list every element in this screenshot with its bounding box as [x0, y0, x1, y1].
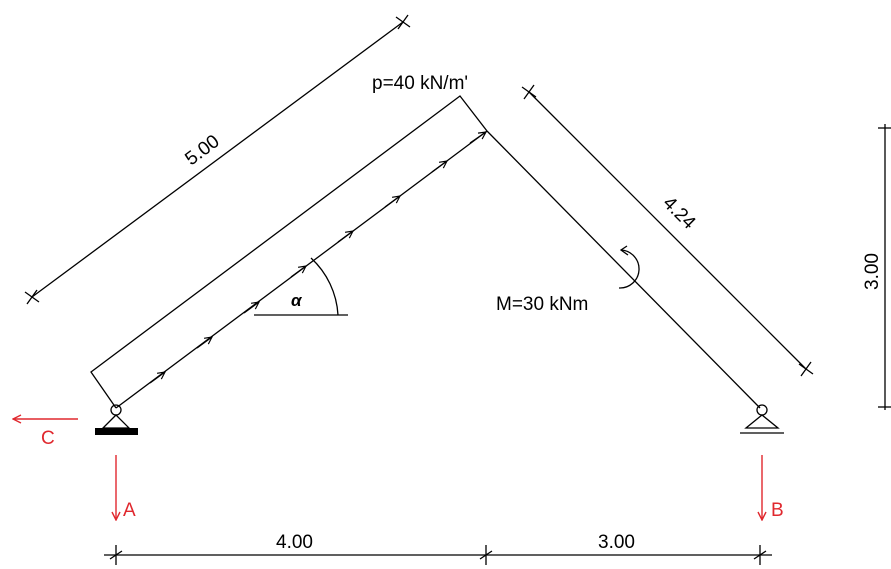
reaction-label-C: C	[41, 428, 55, 449]
angle-label: α	[291, 291, 303, 310]
support-roller-right	[740, 404, 784, 434]
moment-arc	[618, 249, 640, 289]
load-arrow	[337, 231, 353, 243]
dimension-label-height: 3.00	[862, 253, 883, 290]
dimension-spans	[104, 545, 772, 565]
dimension-height	[878, 124, 891, 410]
support-fixed-pin-left	[95, 404, 138, 435]
dimension-label-span-left: 4.00	[276, 532, 313, 553]
tick-mark	[109, 545, 123, 565]
pin-circle	[756, 404, 768, 416]
reaction-label-B: B	[771, 500, 784, 521]
dimension-line	[31, 21, 404, 298]
tick-mark	[521, 84, 537, 100]
moment-symbol	[618, 245, 640, 289]
load-direction-arrows	[149, 132, 486, 384]
tick-mark	[798, 361, 814, 377]
tick-mark	[479, 545, 493, 565]
dimension-label-span-right: 3.00	[598, 532, 635, 553]
distributed-load-outline	[90, 95, 488, 409]
load-arrow	[243, 302, 259, 314]
reaction-label-A: A	[123, 500, 136, 521]
dimension-incline-left	[24, 14, 411, 305]
tick-mark	[395, 14, 411, 30]
load-arrow	[384, 196, 400, 208]
right-rafter	[486, 130, 761, 409]
moment-arrowhead	[619, 245, 629, 256]
dimension-incline-right	[521, 84, 814, 377]
dimension-line	[528, 91, 807, 370]
support-hatch	[95, 428, 138, 435]
dimension-label-5-00: 5.00	[181, 131, 223, 170]
pin-circle	[110, 404, 122, 416]
load-arrow	[431, 161, 447, 173]
load-label: p=40 kN/m'	[372, 73, 468, 94]
load-arrow	[149, 372, 165, 384]
load-arrow	[196, 337, 212, 349]
moment-label: M=30 kNm	[496, 294, 588, 315]
tick-mark	[24, 289, 40, 305]
load-arrow	[469, 132, 486, 144]
load-arrow	[290, 266, 306, 278]
angle-alpha-marker	[254, 257, 348, 316]
angle-arc	[310, 257, 339, 316]
support-triangle	[101, 414, 131, 429]
support-triangle	[744, 414, 780, 429]
tick-mark	[753, 545, 767, 565]
